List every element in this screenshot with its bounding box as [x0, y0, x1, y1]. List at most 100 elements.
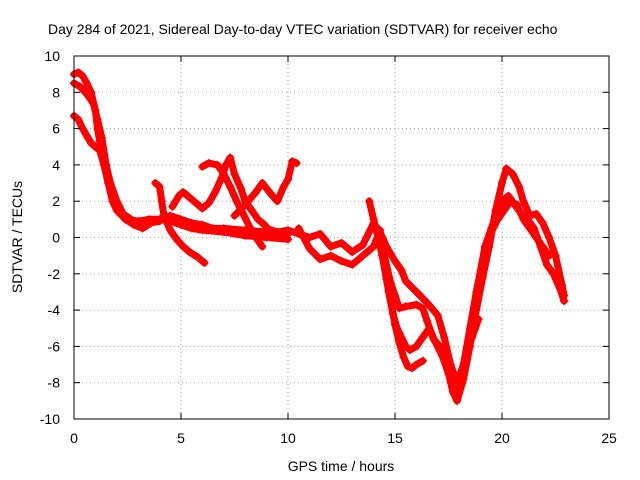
- data-point-marker: [532, 209, 541, 218]
- axis-ticks: 0 5 10 15 20 25 -10 -8 -6 -4 -2 0 2 4 6 8 10: [40, 48, 617, 446]
- data-point-marker: [504, 191, 513, 200]
- data-point-marker: [412, 300, 421, 309]
- data-point-marker: [284, 235, 292, 244]
- data-point-marker: [498, 179, 506, 188]
- data-point-marker: [204, 199, 213, 208]
- x-tick-label: 5: [177, 430, 185, 446]
- y-tick-label: -10: [40, 411, 60, 427]
- data-point-marker: [431, 338, 440, 347]
- y-tick-label: -2: [48, 266, 61, 282]
- series-track-12: [487, 197, 553, 260]
- data-point-marker: [557, 280, 566, 289]
- data-point-marker: [108, 191, 117, 200]
- data-point-marker: [337, 238, 346, 247]
- y-tick-label: -6: [48, 338, 61, 354]
- data-point-marker: [129, 220, 138, 229]
- data-point-marker: [519, 215, 528, 224]
- data-point-marker: [230, 169, 239, 178]
- data-point-marker: [138, 224, 147, 233]
- data-point-marker: [157, 197, 166, 206]
- data-point-marker: [433, 311, 442, 320]
- data-point-marker: [369, 242, 378, 251]
- data-point-marker: [397, 333, 406, 342]
- data-point-marker: [425, 324, 434, 333]
- data-point-marker: [266, 189, 275, 198]
- data-point-marker: [508, 169, 517, 178]
- data-point-marker: [418, 356, 427, 365]
- data-point-marker: [82, 131, 91, 140]
- x-tick-label: 25: [601, 430, 617, 446]
- data-point-marker: [525, 224, 534, 233]
- grid-lines: [74, 56, 609, 419]
- data-point-marker: [438, 351, 447, 360]
- data-point-marker: [226, 182, 235, 191]
- data-point-marker: [401, 302, 410, 311]
- data-point-marker: [172, 235, 181, 244]
- x-tick-label: 0: [70, 430, 78, 446]
- data-point-marker: [380, 260, 389, 269]
- data-point-marker: [95, 146, 104, 155]
- data-point-marker: [194, 200, 203, 209]
- data-point-marker: [560, 291, 569, 300]
- data-point-marker: [525, 211, 534, 220]
- data-point-marker: [185, 248, 194, 257]
- data-point-marker: [232, 197, 241, 206]
- data-point-marker: [519, 197, 528, 206]
- data-point-marker: [418, 304, 427, 313]
- data-point-marker: [89, 99, 98, 108]
- data-point-marker: [174, 191, 183, 200]
- data-point-marker: [403, 362, 412, 371]
- data-point-marker: [453, 396, 462, 405]
- data-point-marker: [455, 378, 464, 387]
- data-point-marker: [408, 364, 417, 373]
- data-point-marker: [104, 179, 113, 188]
- data-point-marker: [292, 159, 301, 168]
- data-point-marker: [151, 179, 160, 188]
- data-point-marker: [230, 211, 239, 220]
- data-point-marker: [412, 360, 421, 369]
- data-point-marker: [247, 206, 256, 215]
- y-tick-label: 0: [52, 230, 60, 246]
- data-point-marker: [384, 287, 393, 296]
- data-point-marker: [177, 220, 185, 229]
- data-point-marker: [147, 218, 156, 227]
- data-point-marker: [99, 160, 108, 169]
- y-tick-label: 8: [52, 84, 60, 100]
- series-track-8: [263, 192, 568, 387]
- data-point-marker: [532, 233, 541, 242]
- chart-title: Day 284 of 2021, Sidereal Day-to-day VTE…: [48, 21, 558, 37]
- data-point-marker: [506, 197, 515, 206]
- data-point-marker: [221, 160, 230, 169]
- data-point-marker: [461, 351, 470, 360]
- data-point-marker: [76, 82, 85, 91]
- data-point-marker: [258, 179, 267, 188]
- data-point-marker: [74, 115, 83, 124]
- data-point-marker: [512, 200, 521, 209]
- data-point-marker: [397, 266, 406, 275]
- data-point-marker: [185, 193, 194, 202]
- data-point-marker: [478, 273, 487, 282]
- data-point-marker: [365, 197, 374, 206]
- data-point-marker: [226, 153, 235, 162]
- data-point-marker: [450, 387, 459, 396]
- data-point-marker: [412, 342, 421, 351]
- data-point-marker: [279, 182, 288, 191]
- data-point-marker: [348, 248, 357, 257]
- data-point-marker: [288, 157, 297, 166]
- data-point-marker: [418, 333, 427, 342]
- data-point-marker: [500, 206, 509, 215]
- data-point-marker: [219, 169, 228, 178]
- data-point-marker: [179, 188, 188, 197]
- data-point-marker: [538, 218, 547, 227]
- data-point-marker: [348, 260, 357, 269]
- series-track-3: [70, 112, 164, 232]
- data-point-marker: [159, 211, 168, 220]
- data-point-marker: [468, 333, 477, 342]
- data-point-marker: [241, 231, 250, 240]
- data-point-marker: [155, 217, 164, 226]
- data-point-marker: [412, 287, 421, 296]
- data-point-marker: [198, 162, 207, 171]
- data-point-marker: [121, 215, 130, 224]
- data-point-marker: [187, 224, 196, 233]
